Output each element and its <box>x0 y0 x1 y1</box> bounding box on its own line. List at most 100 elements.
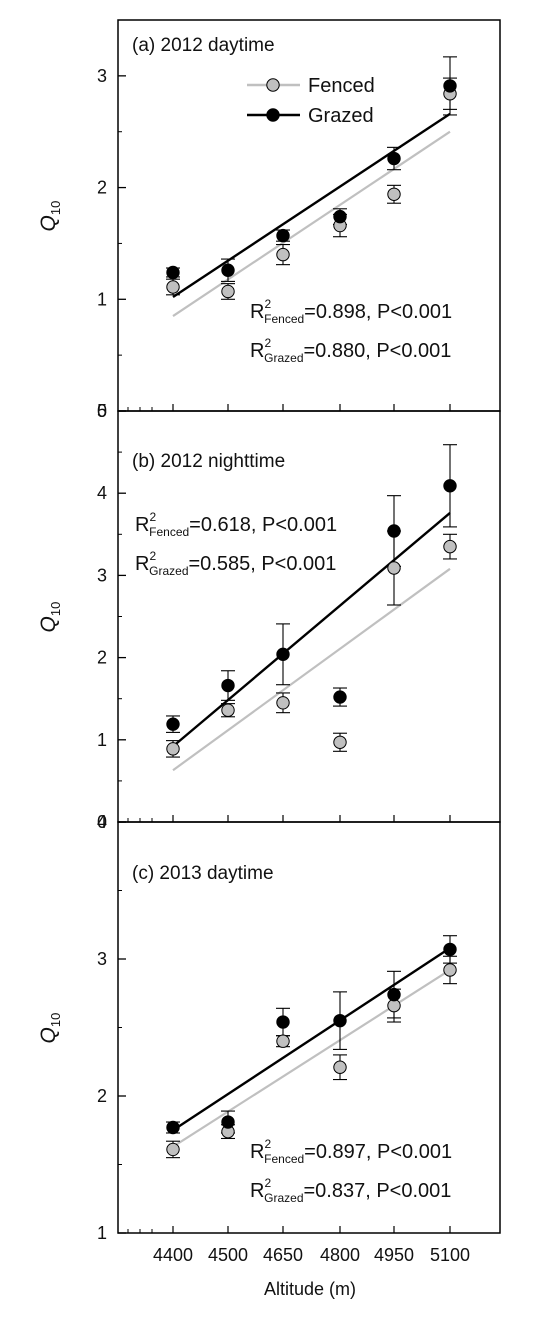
text-part: Fenced <box>264 312 304 326</box>
data-point-fenced <box>166 280 180 294</box>
x-tick-label: 4800 <box>320 1245 360 1265</box>
panel-title: (c) 2013 daytime <box>132 863 274 884</box>
data-point-grazed <box>387 524 401 538</box>
y-tick-label: 4 <box>97 812 107 832</box>
data-point-grazed <box>443 942 457 957</box>
panel-title: (b) 2012 nighttime <box>132 451 285 472</box>
data-point-fenced <box>333 735 347 749</box>
data-point-fenced <box>333 1060 347 1074</box>
data-point-grazed <box>166 265 180 280</box>
data-point-grazed <box>333 209 347 224</box>
x-tick-label: 5100 <box>430 1245 470 1265</box>
data-point-grazed <box>443 479 457 493</box>
data-point-fenced <box>443 539 457 554</box>
x-tick-label: 4500 <box>208 1245 248 1265</box>
y-tick-label: 3 <box>97 949 107 969</box>
text-part: 10 <box>48 602 63 616</box>
stat-annotation: R2 Grazed=0.837, P<0.001 <box>250 1176 451 1205</box>
data-point-fenced <box>221 703 235 717</box>
y-axis-title: Q10 <box>37 602 63 633</box>
text-part: R <box>250 340 264 362</box>
y-tick-label: 1 <box>97 289 107 309</box>
legend-marker <box>266 78 280 92</box>
text-part: Q <box>37 616 60 632</box>
data-point-grazed <box>443 79 457 93</box>
y-tick-label: 2 <box>97 648 107 668</box>
text-part: 2 <box>264 1137 271 1151</box>
data-point-fenced <box>276 247 290 262</box>
y-tick-label: 2 <box>97 178 107 198</box>
data-point-grazed <box>221 263 235 277</box>
text-part: =0.585, P<0.001 <box>189 553 337 575</box>
y-tick-label: 0 <box>97 812 107 832</box>
data-point-grazed <box>387 151 401 166</box>
text-part: =0.618, P<0.001 <box>189 514 337 536</box>
text-part: Grazed <box>264 351 303 365</box>
text-part: 2 <box>264 336 271 350</box>
text-part: Q <box>37 1027 60 1043</box>
text-part: 2 <box>264 1176 271 1190</box>
text-part: =0.897, P<0.001 <box>304 1141 452 1163</box>
fit-line-fenced <box>172 567 451 772</box>
fit-line-fenced <box>172 969 451 1148</box>
stat-annotation: R2 Fenced=0.898, P<0.001 <box>250 297 452 326</box>
data-point-grazed <box>387 987 401 1002</box>
text-part: R <box>250 301 264 323</box>
text-part: =0.898, P<0.001 <box>304 301 452 323</box>
legend-label: Grazed <box>308 105 374 127</box>
text-part: =0.880, P<0.001 <box>304 340 452 362</box>
data-point-grazed <box>166 717 180 731</box>
data-point-grazed <box>276 1015 290 1029</box>
x-tick-label: 4400 <box>153 1245 193 1265</box>
y-axis-title: Q10 <box>37 201 63 232</box>
x-axis-title: Altitude (m) <box>264 1279 356 1299</box>
text-part: Q <box>37 215 60 231</box>
data-point-fenced <box>443 963 457 977</box>
fit-line-grazed <box>172 112 451 299</box>
text-part: Grazed <box>149 564 188 578</box>
fit-line-fenced <box>172 130 451 317</box>
stat-annotation: R2 Fenced=0.897, P<0.001 <box>250 1137 452 1166</box>
y-tick-label: 1 <box>97 730 107 750</box>
text-part: =0.837, P<0.001 <box>304 1180 452 1202</box>
data-point-grazed <box>221 678 235 693</box>
plot-frame <box>117 410 501 823</box>
text-part: R <box>135 553 149 575</box>
data-point-grazed <box>276 228 290 243</box>
data-point-grazed <box>333 690 347 704</box>
stat-annotation: R2 Grazed=0.880, P<0.001 <box>250 336 451 365</box>
data-point-grazed <box>276 647 290 662</box>
legend-marker <box>266 108 280 122</box>
y-tick-label: 3 <box>97 66 107 86</box>
text-part: 2 <box>149 549 156 563</box>
stat-annotation: R2 Grazed=0.585, P<0.001 <box>135 549 336 578</box>
text-part: Fenced <box>264 1152 304 1166</box>
data-point-grazed <box>333 1013 347 1028</box>
fit-line-grazed <box>172 947 451 1132</box>
data-point-fenced <box>387 561 401 575</box>
text-part: 10 <box>48 1013 63 1027</box>
y-tick-label: 1 <box>97 1223 107 1243</box>
text-part: 2 <box>264 297 271 311</box>
data-point-grazed <box>221 1115 235 1129</box>
data-point-grazed <box>166 1120 180 1135</box>
panel-title: (a) 2012 daytime <box>132 35 275 56</box>
x-tick-label: 4650 <box>263 1245 303 1265</box>
legend-label: Fenced <box>308 75 375 97</box>
text-part: R <box>250 1141 264 1163</box>
y-tick-label: 2 <box>97 1086 107 1106</box>
text-part: 2 <box>149 510 156 524</box>
data-point-fenced <box>166 742 180 756</box>
data-point-fenced <box>276 696 290 710</box>
text-part: R <box>250 1180 264 1202</box>
data-point-fenced <box>166 1142 180 1157</box>
y-tick-label: 4 <box>97 483 107 503</box>
text-part: 10 <box>48 201 63 215</box>
y-axis-title: Q10 <box>37 1013 63 1044</box>
y-tick-label: 5 <box>97 401 107 421</box>
text-part: Fenced <box>149 525 189 539</box>
